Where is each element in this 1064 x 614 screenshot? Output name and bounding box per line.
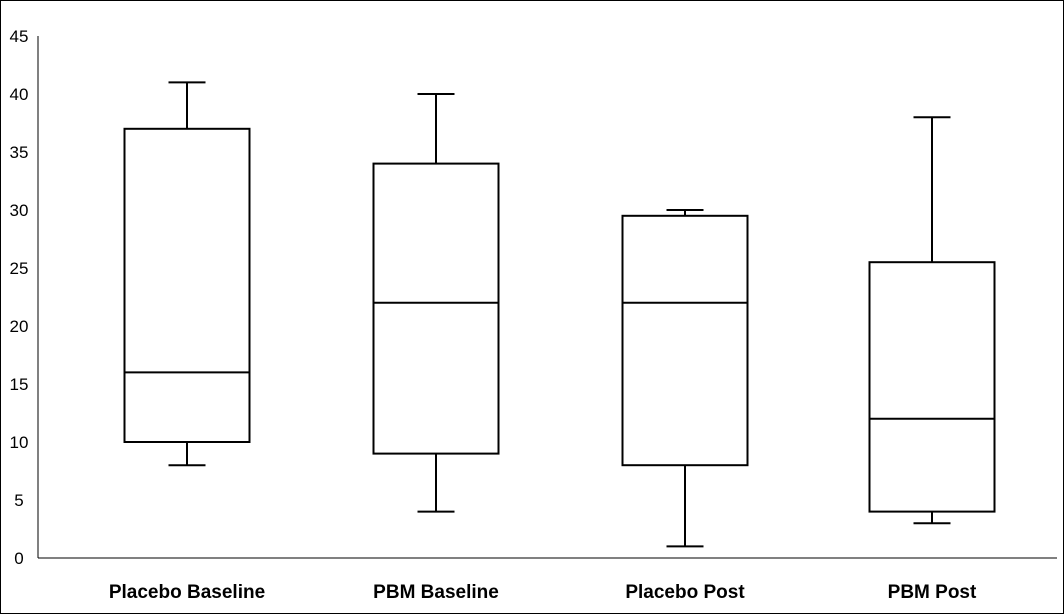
y-tick-label-20: 20 <box>10 317 29 336</box>
box-group-1 <box>123 81 251 467</box>
y-tick-label-0: 0 <box>14 549 23 568</box>
iqr-box <box>868 261 996 513</box>
y-axis: 0 5 10 15 20 25 30 35 40 45 <box>10 27 39 568</box>
y-tick-label-45: 45 <box>10 27 29 46</box>
y-tick-label-40: 40 <box>10 85 29 104</box>
y-tick-label-10: 10 <box>10 433 29 452</box>
y-tick-label-30: 30 <box>10 201 29 220</box>
box-series <box>123 81 996 548</box>
box-group-3 <box>621 209 749 548</box>
iqr-box <box>372 162 500 455</box>
y-tick-label-5: 5 <box>14 491 23 510</box>
y-tick-label-15: 15 <box>10 375 29 394</box>
y-tick-label-25: 25 <box>10 259 29 278</box>
x-axis: Placebo Baseline PBM Baseline Placebo Post… <box>38 557 1057 603</box>
iqr-box <box>621 214 749 467</box>
box-group-2 <box>372 93 500 513</box>
y-tick-label-35: 35 <box>10 143 29 162</box>
x-category-label-1: Placebo Baseline <box>109 582 265 603</box>
x-category-label-3: Placebo Post <box>625 582 745 603</box>
iqr-box <box>123 127 251 444</box>
x-category-label-4: PBM Post <box>888 582 977 603</box>
x-category-label-2: PBM Baseline <box>373 582 499 603</box>
box-group-4 <box>868 116 996 525</box>
